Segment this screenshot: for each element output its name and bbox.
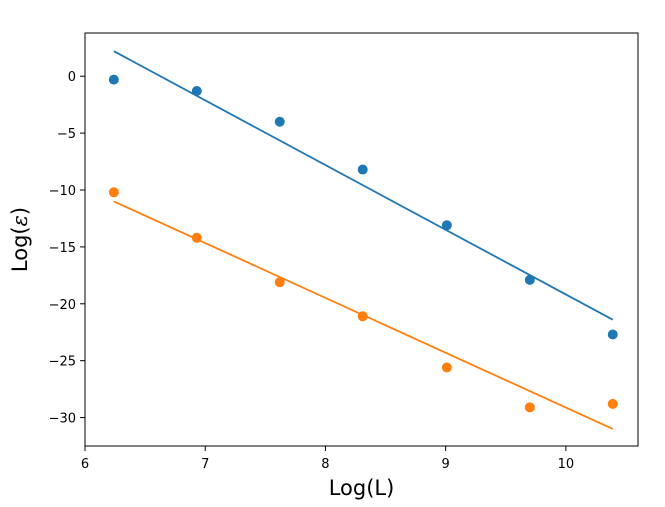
- y-tick-label: −5: [57, 127, 76, 142]
- x-axis-label: Log(L): [329, 476, 395, 500]
- point-series-1-1: [108, 74, 119, 85]
- plot-frame: [84, 32, 639, 447]
- marks-layer: [108, 50, 618, 430]
- point-series-2-6: [524, 402, 535, 413]
- y-tick-label: −10: [49, 184, 76, 199]
- point-series-2-2: [191, 232, 202, 243]
- x-tick-label: 7: [201, 457, 209, 472]
- y-tick-label: −30: [49, 412, 76, 427]
- point-series-2-7: [607, 398, 618, 409]
- point-series-2-4: [357, 311, 368, 322]
- ticks-layer: 6 7 8 9 10 0 −5 −10 −15 −20 −25 −30: [49, 70, 575, 472]
- y-tick-label: −15: [49, 241, 76, 256]
- point-series-1-4: [357, 164, 368, 175]
- point-series-1-2: [191, 86, 202, 97]
- y-axis-label-symbol: ε: [8, 215, 32, 226]
- point-series-1-3: [274, 116, 285, 127]
- point-series-2-1: [108, 187, 119, 198]
- point-series-2-3: [274, 277, 285, 288]
- y-axis-label: Log(ε): [8, 207, 32, 272]
- point-series-1-6: [524, 274, 535, 285]
- y-tick-label: −20: [49, 298, 76, 313]
- point-series-1-5: [441, 220, 452, 231]
- y-axis-label-suffix: ): [8, 207, 32, 215]
- point-series-2-5: [441, 362, 452, 373]
- x-tick-label: 10: [558, 457, 575, 472]
- y-tick-label: 0: [68, 70, 76, 85]
- y-tick-label: −25: [49, 355, 76, 370]
- x-tick-label: 9: [442, 457, 450, 472]
- x-tick-label: 6: [81, 457, 89, 472]
- y-axis-label-prefix: Log(: [8, 226, 32, 272]
- fit-line-series-1: [113, 50, 614, 321]
- x-tick-label: 8: [321, 457, 329, 472]
- point-series-1-7: [607, 329, 618, 340]
